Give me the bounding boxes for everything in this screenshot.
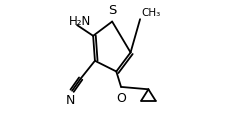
- Text: S: S: [108, 4, 116, 17]
- Text: H₂N: H₂N: [69, 15, 91, 28]
- Text: O: O: [117, 92, 127, 105]
- Text: N: N: [66, 94, 75, 107]
- Text: CH₃: CH₃: [141, 8, 161, 18]
